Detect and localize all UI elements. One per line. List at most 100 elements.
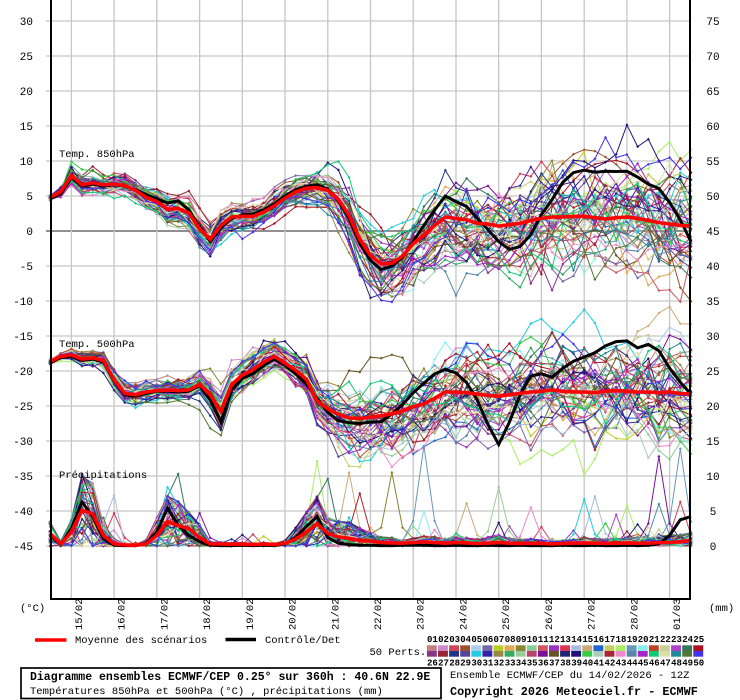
svg-text:10: 10 xyxy=(20,157,33,169)
svg-text:04: 04 xyxy=(460,635,471,645)
svg-text:5: 5 xyxy=(26,192,33,204)
svg-text:44: 44 xyxy=(627,659,638,669)
svg-text:32: 32 xyxy=(493,659,504,669)
svg-text:16/02: 16/02 xyxy=(117,598,129,630)
svg-text:30: 30 xyxy=(706,332,719,344)
svg-text:Précipitations: Précipitations xyxy=(59,470,147,482)
svg-text:65: 65 xyxy=(706,87,719,99)
svg-text:Diagramme ensembles ECMWF/CEP: Diagramme ensembles ECMWF/CEP 0.25° sur … xyxy=(30,671,430,684)
svg-text:15: 15 xyxy=(582,635,593,645)
svg-text:40: 40 xyxy=(582,659,593,669)
svg-text:20: 20 xyxy=(638,635,649,645)
svg-text:-30: -30 xyxy=(13,437,33,449)
svg-text:48: 48 xyxy=(671,659,682,669)
svg-text:23: 23 xyxy=(671,635,682,645)
svg-text:17: 17 xyxy=(604,635,615,645)
svg-text:01/03: 01/03 xyxy=(672,598,684,630)
svg-text:34: 34 xyxy=(516,659,527,669)
svg-text:08: 08 xyxy=(505,635,516,645)
svg-text:50: 50 xyxy=(693,659,704,669)
svg-text:29: 29 xyxy=(460,659,471,669)
svg-text:02: 02 xyxy=(438,635,449,645)
svg-text:Temp. 500hPa: Temp. 500hPa xyxy=(59,339,135,351)
svg-text:50: 50 xyxy=(706,192,719,204)
svg-text:41: 41 xyxy=(593,659,604,669)
svg-text:Ensemble ECMWF/CEP du 14/02/20: Ensemble ECMWF/CEP du 14/02/2026 - 12Z xyxy=(450,670,689,682)
svg-text:45: 45 xyxy=(638,659,649,669)
svg-text:11: 11 xyxy=(538,635,549,645)
svg-text:0: 0 xyxy=(26,227,33,239)
svg-text:28/02: 28/02 xyxy=(629,598,641,630)
svg-text:(°C): (°C) xyxy=(20,603,45,615)
svg-text:18: 18 xyxy=(616,635,627,645)
svg-text:43: 43 xyxy=(616,659,627,669)
svg-text:(mm): (mm) xyxy=(709,603,734,615)
svg-text:-5: -5 xyxy=(20,262,33,274)
svg-text:19: 19 xyxy=(627,635,638,645)
svg-text:Temp. 850hPa: Temp. 850hPa xyxy=(59,149,135,161)
svg-text:35: 35 xyxy=(706,297,719,309)
svg-text:-10: -10 xyxy=(13,297,33,309)
svg-text:10: 10 xyxy=(527,635,538,645)
svg-text:03: 03 xyxy=(449,635,460,645)
svg-text:39: 39 xyxy=(571,659,582,669)
svg-text:0: 0 xyxy=(710,542,717,554)
svg-text:18/02: 18/02 xyxy=(202,598,214,630)
svg-text:23/02: 23/02 xyxy=(416,598,428,630)
svg-text:13: 13 xyxy=(560,635,571,645)
svg-text:35: 35 xyxy=(527,659,538,669)
svg-text:09: 09 xyxy=(516,635,527,645)
svg-text:22/02: 22/02 xyxy=(373,598,385,630)
svg-text:-45: -45 xyxy=(13,542,33,554)
svg-text:46: 46 xyxy=(649,659,660,669)
svg-text:47: 47 xyxy=(660,659,671,669)
svg-text:10: 10 xyxy=(706,472,719,484)
svg-text:21: 21 xyxy=(649,635,660,645)
svg-text:55: 55 xyxy=(706,157,719,169)
svg-text:-15: -15 xyxy=(13,332,33,344)
svg-text:25: 25 xyxy=(693,635,704,645)
svg-text:49: 49 xyxy=(682,659,693,669)
svg-text:15: 15 xyxy=(20,122,33,134)
svg-text:06: 06 xyxy=(482,635,493,645)
svg-text:20/02: 20/02 xyxy=(288,598,300,630)
svg-text:15/02: 15/02 xyxy=(74,598,86,630)
svg-text:12: 12 xyxy=(549,635,560,645)
svg-text:25: 25 xyxy=(706,367,719,379)
svg-text:31: 31 xyxy=(482,659,493,669)
svg-text:26/02: 26/02 xyxy=(544,598,556,630)
svg-text:38: 38 xyxy=(560,659,571,669)
svg-text:20: 20 xyxy=(706,402,719,414)
svg-text:25/02: 25/02 xyxy=(501,598,513,630)
svg-text:36: 36 xyxy=(538,659,549,669)
svg-text:27/02: 27/02 xyxy=(587,598,599,630)
svg-text:05: 05 xyxy=(471,635,482,645)
svg-text:-20: -20 xyxy=(13,367,33,379)
svg-text:42: 42 xyxy=(604,659,615,669)
svg-text:30: 30 xyxy=(20,17,33,29)
svg-text:37: 37 xyxy=(549,659,560,669)
svg-text:27: 27 xyxy=(438,659,449,669)
svg-text:30: 30 xyxy=(471,659,482,669)
svg-text:33: 33 xyxy=(505,659,516,669)
svg-text:15: 15 xyxy=(706,437,719,449)
svg-text:16: 16 xyxy=(593,635,604,645)
svg-text:75: 75 xyxy=(706,17,719,29)
svg-text:Contrôle/Det: Contrôle/Det xyxy=(265,635,341,647)
svg-text:5: 5 xyxy=(710,507,717,519)
svg-text:Températures 850hPa et 500hPa: Températures 850hPa et 500hPa (°C) , pré… xyxy=(30,686,383,698)
svg-text:14: 14 xyxy=(571,635,582,645)
svg-text:70: 70 xyxy=(706,52,719,64)
svg-text:21/02: 21/02 xyxy=(330,598,342,630)
svg-text:-25: -25 xyxy=(13,402,33,414)
svg-text:22: 22 xyxy=(660,635,671,645)
svg-text:40: 40 xyxy=(706,262,719,274)
svg-text:60: 60 xyxy=(706,122,719,134)
svg-text:01: 01 xyxy=(427,635,438,645)
svg-text:-40: -40 xyxy=(13,507,33,519)
svg-text:Copyright 2026 Meteociel.fr -: Copyright 2026 Meteociel.fr - ECMWF xyxy=(450,685,698,699)
svg-text:07: 07 xyxy=(493,635,504,645)
svg-text:17/02: 17/02 xyxy=(159,598,171,630)
svg-text:24: 24 xyxy=(682,635,693,645)
svg-text:24/02: 24/02 xyxy=(459,598,471,630)
